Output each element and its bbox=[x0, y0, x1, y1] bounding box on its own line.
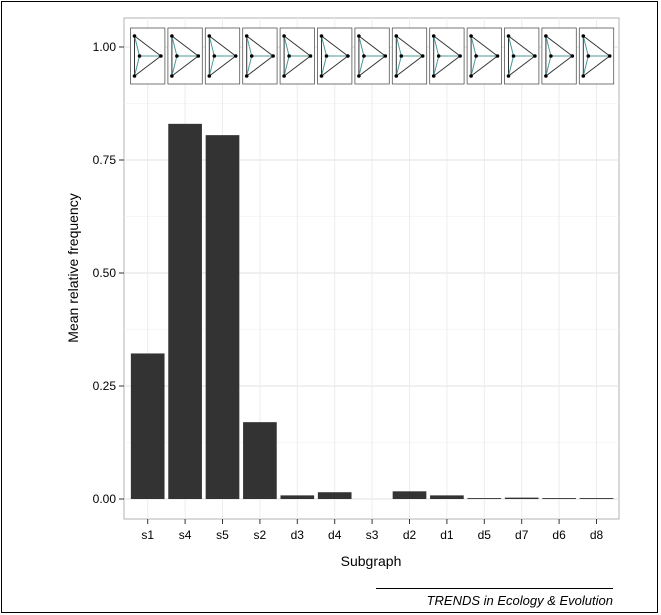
motif-icon-s1 bbox=[130, 27, 166, 85]
x-tick-label: s5 bbox=[216, 528, 229, 542]
y-axis-label: Mean relative frequency bbox=[65, 193, 81, 342]
x-tick-label: d2 bbox=[403, 528, 417, 542]
x-tick-label: s4 bbox=[179, 528, 192, 542]
x-tick-label: d8 bbox=[590, 528, 604, 542]
y-tick-label: 0.75 bbox=[93, 153, 117, 167]
x-axis: s1 s4 s5 s2 d3 d4 s3 d2 d1 d5 d7 d6 d8 bbox=[141, 519, 603, 542]
y-tick-label: 0.25 bbox=[93, 379, 117, 393]
x-tick-label: d4 bbox=[328, 528, 342, 542]
bar-s2 bbox=[243, 422, 277, 499]
y-tick-label: 0.00 bbox=[93, 492, 117, 506]
publisher-credit: TRENDS in Ecology & Evolution bbox=[376, 588, 613, 608]
bar-d5 bbox=[467, 498, 502, 499]
motif-icon-d7 bbox=[504, 27, 540, 85]
motif-icon-d2 bbox=[391, 27, 428, 85]
motif-icon-d3 bbox=[279, 27, 315, 85]
bar-d2 bbox=[392, 491, 427, 499]
x-axis-label: Subgraph bbox=[341, 553, 402, 569]
motif-icon-s4 bbox=[167, 27, 203, 85]
bar-s1 bbox=[130, 353, 165, 499]
x-tick-label: d7 bbox=[515, 528, 529, 542]
motif-icon-d5 bbox=[466, 27, 502, 85]
bar-s5 bbox=[205, 135, 240, 499]
bar-d3 bbox=[280, 495, 315, 499]
x-tick-label: d3 bbox=[291, 528, 305, 542]
y-tick-label: 0.50 bbox=[93, 266, 117, 280]
x-tick-label: s2 bbox=[254, 528, 267, 542]
bars bbox=[130, 123, 614, 499]
bar-s4 bbox=[168, 123, 202, 499]
bar-d6 bbox=[542, 498, 576, 499]
motif-icon-d1 bbox=[429, 27, 465, 85]
y-axis: 0.00 0.25 0.50 0.75 1.00 bbox=[93, 40, 124, 506]
x-tick-label: d5 bbox=[478, 528, 492, 542]
bar-d1 bbox=[430, 495, 464, 499]
motif-icon-d4 bbox=[317, 27, 353, 85]
motif-icon-s5 bbox=[204, 27, 241, 85]
bar-d7 bbox=[504, 497, 539, 499]
motif-icon-d8 bbox=[578, 27, 615, 85]
motif-icon-s3 bbox=[354, 27, 390, 85]
x-tick-label: s3 bbox=[366, 528, 379, 542]
bar-d8 bbox=[579, 498, 614, 499]
x-tick-label: d1 bbox=[440, 528, 454, 542]
x-tick-label: d6 bbox=[552, 528, 566, 542]
motif-icon-s2 bbox=[242, 27, 278, 85]
motif-strip bbox=[130, 27, 615, 85]
x-tick-label: s1 bbox=[141, 528, 154, 542]
motif-icon-d6 bbox=[541, 27, 577, 85]
bar-d4 bbox=[317, 492, 352, 499]
y-tick-label: 1.00 bbox=[93, 40, 117, 54]
